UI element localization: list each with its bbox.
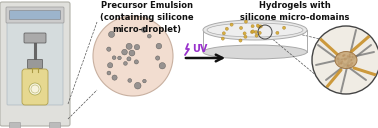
Circle shape <box>352 62 353 64</box>
Circle shape <box>112 75 117 80</box>
Circle shape <box>346 58 347 60</box>
Ellipse shape <box>203 20 307 40</box>
Circle shape <box>127 57 131 61</box>
Circle shape <box>339 53 341 55</box>
Circle shape <box>107 71 111 75</box>
Circle shape <box>342 55 344 57</box>
FancyBboxPatch shape <box>9 122 20 128</box>
Circle shape <box>108 31 115 38</box>
Circle shape <box>338 62 341 65</box>
FancyBboxPatch shape <box>7 15 63 105</box>
Circle shape <box>143 79 146 83</box>
Circle shape <box>340 62 342 64</box>
Circle shape <box>350 62 353 65</box>
Circle shape <box>258 25 261 28</box>
Text: UV: UV <box>192 44 208 54</box>
FancyBboxPatch shape <box>22 69 48 105</box>
Circle shape <box>341 63 342 65</box>
Circle shape <box>352 53 353 55</box>
Circle shape <box>351 65 352 66</box>
Circle shape <box>128 79 132 82</box>
FancyBboxPatch shape <box>50 122 60 128</box>
Circle shape <box>250 30 254 34</box>
Circle shape <box>126 43 132 49</box>
Circle shape <box>347 64 350 67</box>
Circle shape <box>225 27 228 30</box>
Circle shape <box>341 59 343 60</box>
Circle shape <box>255 34 258 37</box>
FancyBboxPatch shape <box>24 33 46 43</box>
Circle shape <box>251 25 254 28</box>
Circle shape <box>230 23 233 26</box>
Circle shape <box>155 56 160 60</box>
Circle shape <box>244 20 248 23</box>
Circle shape <box>343 54 345 56</box>
Circle shape <box>222 32 225 35</box>
Circle shape <box>349 56 351 58</box>
FancyBboxPatch shape <box>28 60 42 68</box>
Circle shape <box>129 50 135 56</box>
Circle shape <box>122 49 127 55</box>
Circle shape <box>350 59 352 60</box>
Circle shape <box>344 58 346 61</box>
FancyBboxPatch shape <box>0 2 70 126</box>
Circle shape <box>134 60 138 64</box>
Circle shape <box>107 47 111 51</box>
Circle shape <box>254 30 257 34</box>
Circle shape <box>141 27 147 32</box>
Circle shape <box>251 30 254 33</box>
Circle shape <box>93 16 173 96</box>
Circle shape <box>349 56 350 57</box>
Circle shape <box>221 37 225 40</box>
Circle shape <box>349 56 350 57</box>
Circle shape <box>312 26 378 94</box>
Circle shape <box>352 56 353 58</box>
Circle shape <box>337 57 339 60</box>
Circle shape <box>244 35 247 38</box>
Circle shape <box>347 55 349 57</box>
Circle shape <box>341 61 343 62</box>
Text: Precursor Emulsion
(containing silicone
micro-droplet): Precursor Emulsion (containing silicone … <box>100 1 194 34</box>
Text: Hydrogels with
silicone micro-domains: Hydrogels with silicone micro-domains <box>240 1 350 22</box>
Circle shape <box>349 54 350 56</box>
Circle shape <box>347 65 349 66</box>
Circle shape <box>259 25 262 28</box>
Circle shape <box>159 63 166 69</box>
Circle shape <box>349 64 352 67</box>
Circle shape <box>343 55 344 56</box>
Circle shape <box>239 39 242 42</box>
Ellipse shape <box>207 23 303 37</box>
FancyBboxPatch shape <box>6 7 64 23</box>
Circle shape <box>147 34 151 38</box>
Circle shape <box>282 26 286 29</box>
Ellipse shape <box>335 51 357 68</box>
FancyBboxPatch shape <box>9 10 60 19</box>
Circle shape <box>239 26 243 30</box>
Circle shape <box>258 31 261 34</box>
Circle shape <box>29 83 41 95</box>
Circle shape <box>118 56 121 60</box>
Circle shape <box>338 61 339 62</box>
Circle shape <box>350 60 352 61</box>
Circle shape <box>135 82 141 89</box>
Circle shape <box>347 65 348 66</box>
Circle shape <box>134 44 139 50</box>
Circle shape <box>352 57 353 58</box>
Ellipse shape <box>203 45 307 59</box>
Circle shape <box>243 32 246 35</box>
Circle shape <box>276 31 279 34</box>
Circle shape <box>107 63 113 68</box>
Circle shape <box>112 56 116 60</box>
Circle shape <box>124 61 127 65</box>
Circle shape <box>256 24 259 27</box>
Circle shape <box>156 43 162 49</box>
